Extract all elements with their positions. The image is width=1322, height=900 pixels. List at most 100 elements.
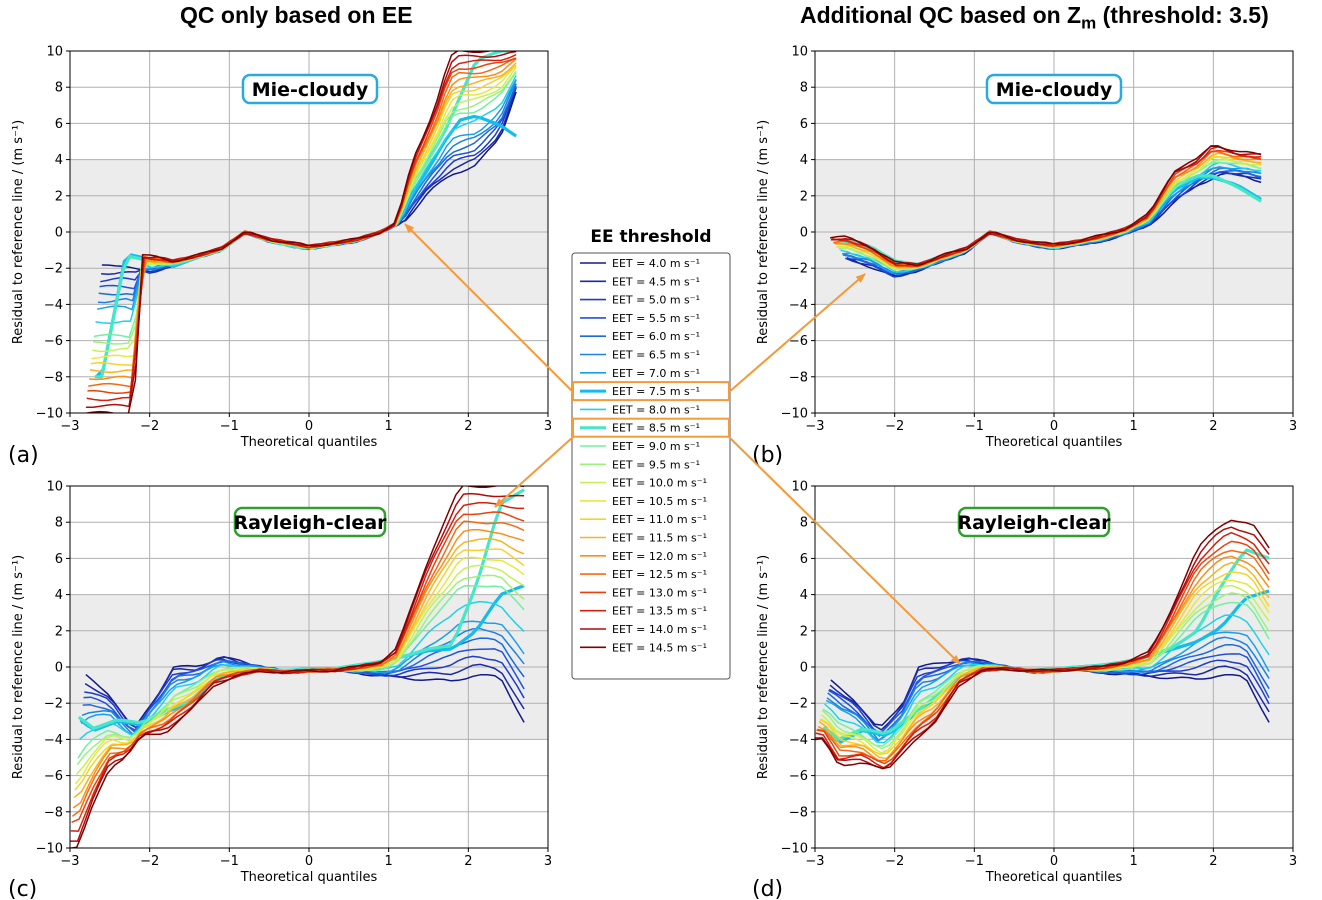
x-tick-label: 0 [1050,419,1058,434]
arrow-to-panel-a [404,223,574,393]
x-tick-label: −2 [885,854,904,869]
x-axis-label: Theoretical quantiles [985,870,1123,885]
series-line-22 [84,51,517,413]
x-tick-label: 2 [1209,419,1217,434]
y-tick-label: −10 [781,842,808,857]
y-tick-label: 8 [800,81,808,96]
y-tick-label: 10 [791,480,808,495]
panel-label-box [985,73,1123,105]
panel-a: −3 −2 −1 0 1 2 3−10−8−6−4−20246810Theoretical … [8,45,552,469]
y-tick-label: 0 [800,661,808,676]
y-tick-label: −4 [44,733,63,748]
x-tick-label: −2 [885,419,904,434]
legend-label: EET = 5.0 m s⁻¹ [612,294,700,307]
series-line-20 [86,54,517,402]
legend-label: EET = 11.0 m s⁻¹ [612,513,707,526]
y-tick-label: −2 [789,262,808,277]
legend-label: EET = 5.5 m s⁻¹ [612,312,700,325]
y-tick-label: 4 [800,588,808,603]
legend-box [571,252,731,680]
panel-c: −3 −2 −1 0 1 2 3−10−8−6−4−20246810Theoretical … [8,480,552,900]
legend-label: EET = 14.0 m s⁻¹ [612,623,707,636]
y-tick-label: 2 [800,624,808,639]
legend-label: EET = 4.5 m s⁻¹ [612,275,700,288]
series-line-22 [829,145,1262,267]
legend-label: EET = 6.5 m s⁻¹ [612,349,700,362]
x-tick-label: −3 [805,854,824,869]
panel-label: Mie-cloudy [252,79,369,101]
y-tick-label: −10 [36,407,63,422]
y-tick-label: −8 [789,805,808,820]
panel-label: Rayleigh-clear [957,512,1111,534]
y-tick-label: −6 [44,769,63,784]
y-tick-label: −4 [789,733,808,748]
x-tick-label: 3 [1289,854,1297,869]
y-tick-label: −6 [789,334,808,349]
series-line-21 [70,492,525,842]
x-tick-label: 0 [305,854,313,869]
x-tick-label: −1 [965,854,984,869]
x-tick-label: −3 [60,419,79,434]
y-tick-label: −4 [44,298,63,313]
y-tick-label: 0 [55,226,63,241]
y-tick-label: 6 [55,552,63,567]
y-tick-label: 4 [800,153,808,168]
series-group [70,486,525,848]
y-tick-label: 10 [46,480,63,495]
title-left: QC only based on EE [180,2,413,28]
arrow-to-panel-b [728,273,866,393]
panel-b: −3 −2 −1 0 1 2 3−10−8−6−4−20246810Theoretical … [752,45,1297,469]
title-right-subscript: m [1081,13,1097,33]
y-tick-label: 2 [55,624,63,639]
series-group [829,145,1262,278]
x-tick-label: 1 [385,419,393,434]
y-tick-label: −8 [44,370,63,385]
panel-d: −3 −2 −1 0 1 2 3−10−8−6−4−20246810Theoretical … [752,480,1297,900]
series-line-22 [70,486,525,848]
panel-label-box [233,506,387,538]
y-tick-label: −2 [44,262,63,277]
legend-title: EE threshold [590,227,711,247]
x-tick-label: −3 [805,419,824,434]
panel-letter: (c) [8,877,37,900]
y-tick-label: −4 [789,298,808,313]
y-tick-label: −8 [44,805,63,820]
y-tick-label: 10 [791,45,808,60]
panel-letter: (d) [752,877,783,900]
x-tick-label: −3 [60,854,79,869]
panel-label: Rayleigh-clear [233,512,387,534]
y-tick-label: −2 [44,697,63,712]
y-axis-label: Residual to reference line / (m s⁻¹) [756,555,771,779]
legend-label: EET = 8.0 m s⁻¹ [612,403,700,416]
x-tick-label: 2 [1209,854,1217,869]
y-axis-label: Residual to reference line / (m s⁻¹) [11,555,26,779]
title-right: Additional QC based on Zm (threshold: 3.… [800,2,1269,34]
legend-label: EET = 11.5 m s⁻¹ [612,532,707,545]
legend-highlight-box [572,417,730,438]
x-tick-label: 3 [544,854,552,869]
y-tick-label: −10 [36,842,63,857]
y-tick-label: −6 [44,334,63,349]
y-tick-label: 2 [55,189,63,204]
x-tick-label: −2 [140,419,159,434]
legend-label: EET = 10.0 m s⁻¹ [612,477,707,490]
title-right-prefix: Additional QC based on Z [800,2,1082,28]
y-tick-label: 6 [800,552,808,567]
x-axis-label: Theoretical quantiles [240,435,378,450]
x-tick-label: 0 [1050,854,1058,869]
legend-label: EET = 13.5 m s⁻¹ [612,605,707,618]
legend-label: EET = 8.5 m s⁻¹ [612,422,700,435]
title-right-suffix: (threshold: 3.5) [1096,2,1269,28]
panel-label: Mie-cloudy [996,79,1113,101]
legend-label: EET = 9.0 m s⁻¹ [612,440,700,453]
legend-label: EET = 7.0 m s⁻¹ [612,367,700,380]
x-tick-label: 0 [305,419,313,434]
x-tick-label: 3 [544,419,552,434]
x-tick-label: 2 [464,854,472,869]
y-tick-label: −10 [781,407,808,422]
legend-label: EET = 12.5 m s⁻¹ [612,568,707,581]
x-tick-label: 3 [1289,419,1297,434]
x-tick-label: −1 [220,419,239,434]
x-axis-label: Theoretical quantiles [240,870,378,885]
y-tick-label: −2 [789,697,808,712]
